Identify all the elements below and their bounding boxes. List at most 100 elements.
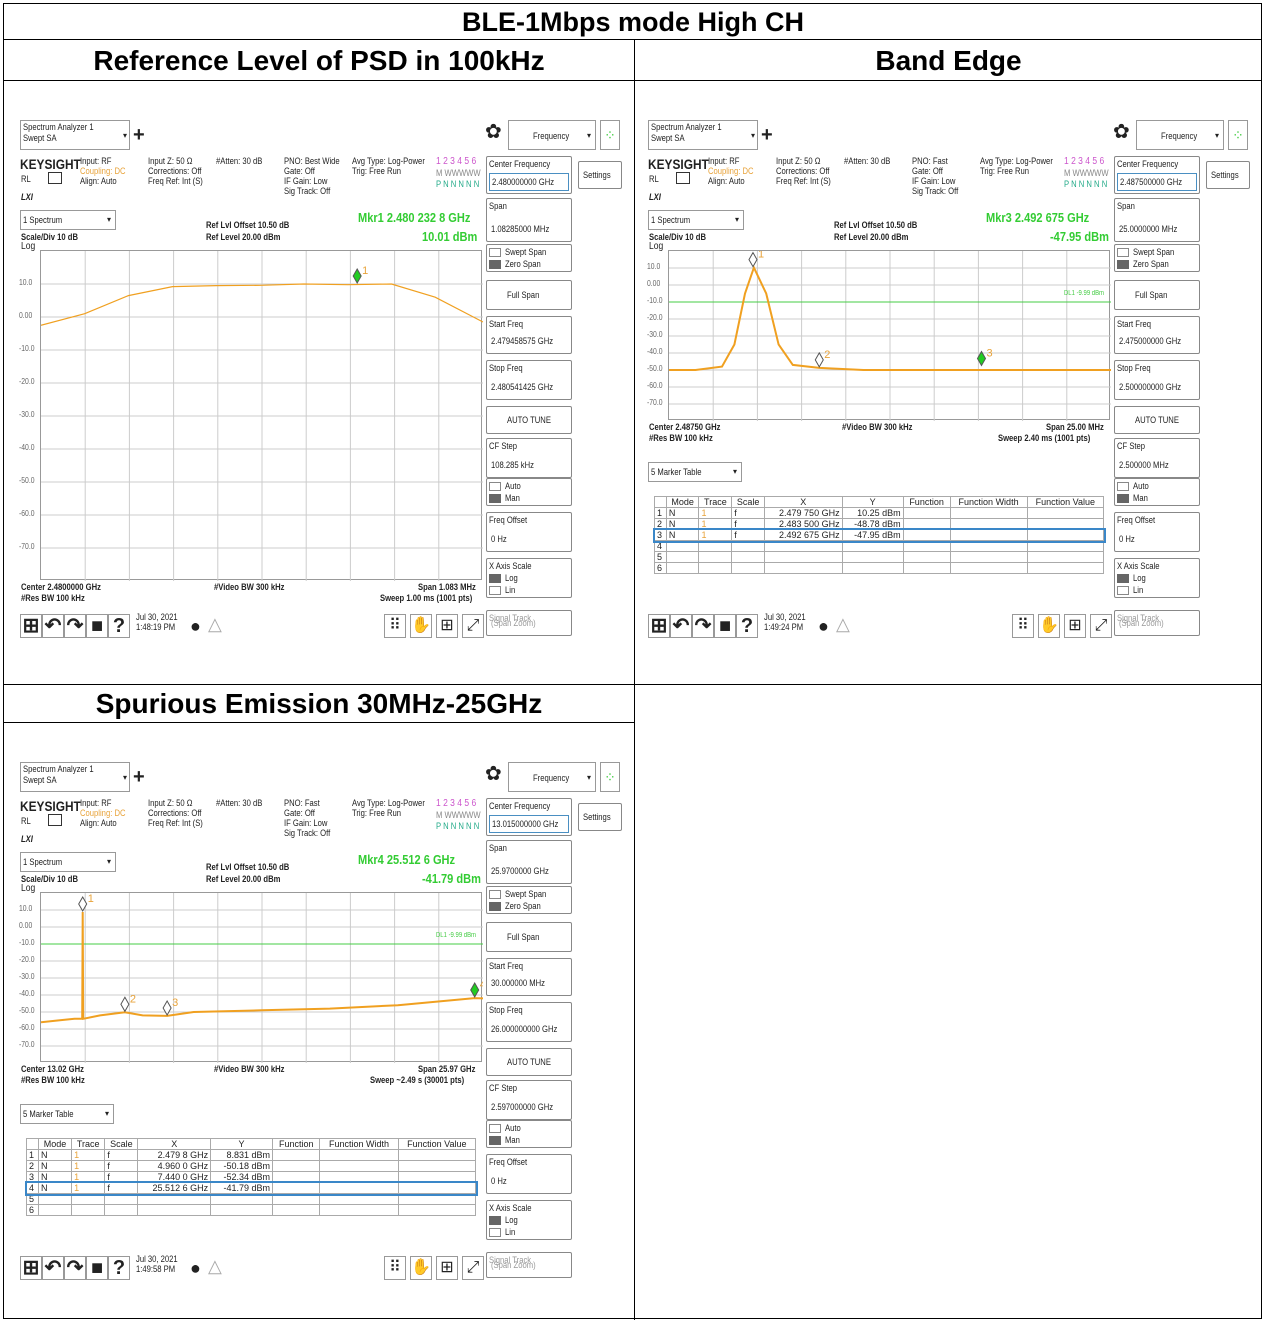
stop-freq-key[interactable]: Stop Freq 2.480541425 GHz <box>486 360 572 400</box>
center-frequency-key-value-box[interactable]: 13.015000000 GHz <box>489 815 569 833</box>
table-window-selector[interactable]: 5 Marker Table ▾ <box>648 462 742 482</box>
table-row[interactable]: 2 N 1 f 2.483 500 GHz -48.78 dBm <box>655 519 1104 530</box>
window-selector[interactable]: 1 Spectrum ▾ <box>20 210 116 230</box>
center-frequency-key-value-box[interactable]: 2.480000000 GHz <box>489 173 569 191</box>
screen-tab[interactable]: Spectrum Analyzer 1 Swept SA ▾ <box>20 120 130 150</box>
table-row[interactable]: 2 N 1 f 4.960 0 GHz -50.18 dBm <box>27 1161 476 1172</box>
windows-icon[interactable]: ⊞ <box>648 614 670 638</box>
freq-offset-key[interactable]: Freq Offset 0 Hz <box>486 512 572 552</box>
camera-icon[interactable]: ● <box>190 616 201 636</box>
table-row[interactable]: 4 <box>655 541 1104 552</box>
center-frequency-key-value-box[interactable]: 2.487500000 GHz <box>1117 173 1197 191</box>
table-row[interactable]: 6 <box>27 1205 476 1216</box>
touch-icon[interactable]: ✋ <box>410 1256 432 1280</box>
table-row[interactable]: 5 <box>655 552 1104 563</box>
cf-step-key-value-box[interactable]: 2.500000 MHz <box>1117 457 1197 475</box>
add-screen-icon[interactable]: + <box>133 125 145 145</box>
start-freq-key-value-box[interactable]: 2.479458575 GHz <box>489 333 569 351</box>
freq-offset-key-value-box[interactable]: 0 Hz <box>489 1173 569 1191</box>
center-frequency-key[interactable]: Center Frequency 2.480000000 GHz <box>486 156 572 194</box>
auto-man-toggle[interactable]: Auto Man <box>486 1120 572 1148</box>
full-span-button[interactable]: Full Span <box>1114 280 1200 310</box>
stop-freq-key-value-box[interactable]: 2.500000000 GHz <box>1117 379 1197 397</box>
screen-tab[interactable]: Spectrum Analyzer 1 Swept SA ▾ <box>20 762 130 792</box>
cf-step-key-value-box[interactable]: 108.285 kHz <box>489 457 569 475</box>
undo-icon[interactable]: ↶ <box>42 1256 64 1280</box>
alert-icon[interactable]: △ <box>208 614 222 634</box>
table-row[interactable]: 4 N 1 f 25.512 6 GHz -41.79 dBm <box>27 1183 476 1194</box>
span-key-value-box[interactable]: 25.0000000 MHz <box>1117 221 1197 239</box>
marker-2-icon[interactable] <box>121 997 129 1011</box>
settings-tab[interactable]: Settings <box>578 161 622 189</box>
freq-offset-key[interactable]: Freq Offset 0 Hz <box>486 1154 572 1194</box>
help-icon[interactable]: ? <box>736 614 758 638</box>
help-icon[interactable]: ? <box>108 614 130 638</box>
x-axis-scale-key[interactable]: X Axis Scale Log Lin <box>486 558 572 598</box>
span-key-value-box[interactable]: 1.08285000 MHz <box>489 221 569 239</box>
maximize-icon[interactable]: ⤢ <box>1090 614 1112 638</box>
trace-plot[interactable]: 1 2 3 4 <box>40 892 482 1062</box>
table-row[interactable]: 3 N 1 f 7.440 0 GHz -52.34 dBm <box>27 1172 476 1183</box>
signal-track-key[interactable]: Signal Track (Span Zoom) <box>1114 610 1200 636</box>
start-freq-key[interactable]: Start Freq 2.479458575 GHz <box>486 316 572 354</box>
undo-icon[interactable]: ↶ <box>670 614 692 638</box>
keypad-icon[interactable]: ⠿ <box>384 614 406 638</box>
freq-offset-key-value-box[interactable]: 0 Hz <box>1117 531 1197 549</box>
camera-icon[interactable]: ● <box>818 616 829 636</box>
trace-plot[interactable]: 1 <box>40 250 482 580</box>
auto-man-toggle[interactable]: Auto Man <box>1114 478 1200 506</box>
table-row[interactable]: 3 N 1 f 2.492 675 GHz -47.95 dBm <box>655 530 1104 541</box>
auto-tune-button[interactable]: AUTO TUNE <box>486 1048 572 1076</box>
table-row[interactable]: 1 N 1 f 2.479 750 GHz 10.25 dBm <box>655 508 1104 519</box>
span-key[interactable]: Span 1.08285000 MHz <box>486 198 572 242</box>
gear-icon[interactable]: ✿ <box>485 764 502 784</box>
auto-man-toggle[interactable]: Auto Man <box>486 478 572 506</box>
gear-icon[interactable]: ✿ <box>485 122 502 142</box>
span-mode-key[interactable]: Swept Span Zero Span <box>486 244 572 272</box>
redo-icon[interactable]: ↷ <box>692 614 714 638</box>
freq-offset-key[interactable]: Freq Offset 0 Hz <box>1114 512 1200 552</box>
undo-icon[interactable]: ↶ <box>42 614 64 638</box>
signal-track-key-value-box[interactable]: (Span Zoom) <box>489 615 569 633</box>
camera-icon[interactable]: ● <box>190 1258 201 1278</box>
touch-icon[interactable]: ✋ <box>1038 614 1060 638</box>
auto-tune-button[interactable]: AUTO TUNE <box>486 406 572 434</box>
stop-freq-key[interactable]: Stop Freq 26.000000000 GHz <box>486 1002 572 1042</box>
freq-offset-key-value-box[interactable]: 0 Hz <box>489 531 569 549</box>
marker-1-icon[interactable] <box>749 253 757 267</box>
touch-icon[interactable]: ✋ <box>410 614 432 638</box>
span-key[interactable]: Span 25.9700000 GHz <box>486 840 572 884</box>
settings-tab[interactable]: Settings <box>1206 161 1250 189</box>
span-key[interactable]: Span 25.0000000 MHz <box>1114 198 1200 242</box>
table-window-selector[interactable]: 5 Marker Table ▾ <box>20 1104 114 1124</box>
start-freq-key[interactable]: Start Freq 30.000000 MHz <box>486 958 572 996</box>
redo-icon[interactable]: ↷ <box>64 614 86 638</box>
x-axis-scale-key[interactable]: X Axis Scale Log Lin <box>486 1200 572 1240</box>
span-key-value-box[interactable]: 25.9700000 GHz <box>489 863 569 881</box>
settings-tab[interactable]: Settings <box>578 803 622 831</box>
marker-1-icon[interactable] <box>353 269 361 283</box>
maximize-icon[interactable]: ⤢ <box>462 1256 484 1280</box>
center-frequency-key[interactable]: Center Frequency 2.487500000 GHz <box>1114 156 1200 194</box>
signal-track-key-value-box[interactable]: (Span Zoom) <box>489 1257 569 1275</box>
maximize-icon[interactable]: ⤢ <box>462 614 484 638</box>
signal-track-key[interactable]: Signal Track (Span Zoom) <box>486 1252 572 1278</box>
stop-freq-key[interactable]: Stop Freq 2.500000000 GHz <box>1114 360 1200 400</box>
window-layout-icon[interactable]: ⊞ <box>1064 614 1086 638</box>
window-selector[interactable]: 1 Spectrum ▾ <box>648 210 744 230</box>
alert-icon[interactable]: △ <box>208 1256 222 1276</box>
window-layout-icon[interactable]: ⊞ <box>436 1256 458 1280</box>
menu-dropdown[interactable]: Frequency ▾ <box>508 762 596 792</box>
keypad-icon[interactable]: ⠿ <box>1012 614 1034 638</box>
cf-step-key[interactable]: CF Step 108.285 kHz <box>486 438 572 478</box>
window-selector[interactable]: 1 Spectrum ▾ <box>20 852 116 872</box>
gear-icon[interactable]: ✿ <box>1113 122 1130 142</box>
start-freq-key-value-box[interactable]: 2.475000000 GHz <box>1117 333 1197 351</box>
file-icon[interactable]: ■ <box>86 1256 108 1280</box>
windows-icon[interactable]: ⊞ <box>20 614 42 638</box>
center-frequency-key[interactable]: Center Frequency 13.015000000 GHz <box>486 798 572 836</box>
redo-icon[interactable]: ↷ <box>64 1256 86 1280</box>
help-icon[interactable]: ? <box>108 1256 130 1280</box>
keypad-icon[interactable]: ⠿ <box>384 1256 406 1280</box>
stop-freq-key-value-box[interactable]: 2.480541425 GHz <box>489 379 569 397</box>
